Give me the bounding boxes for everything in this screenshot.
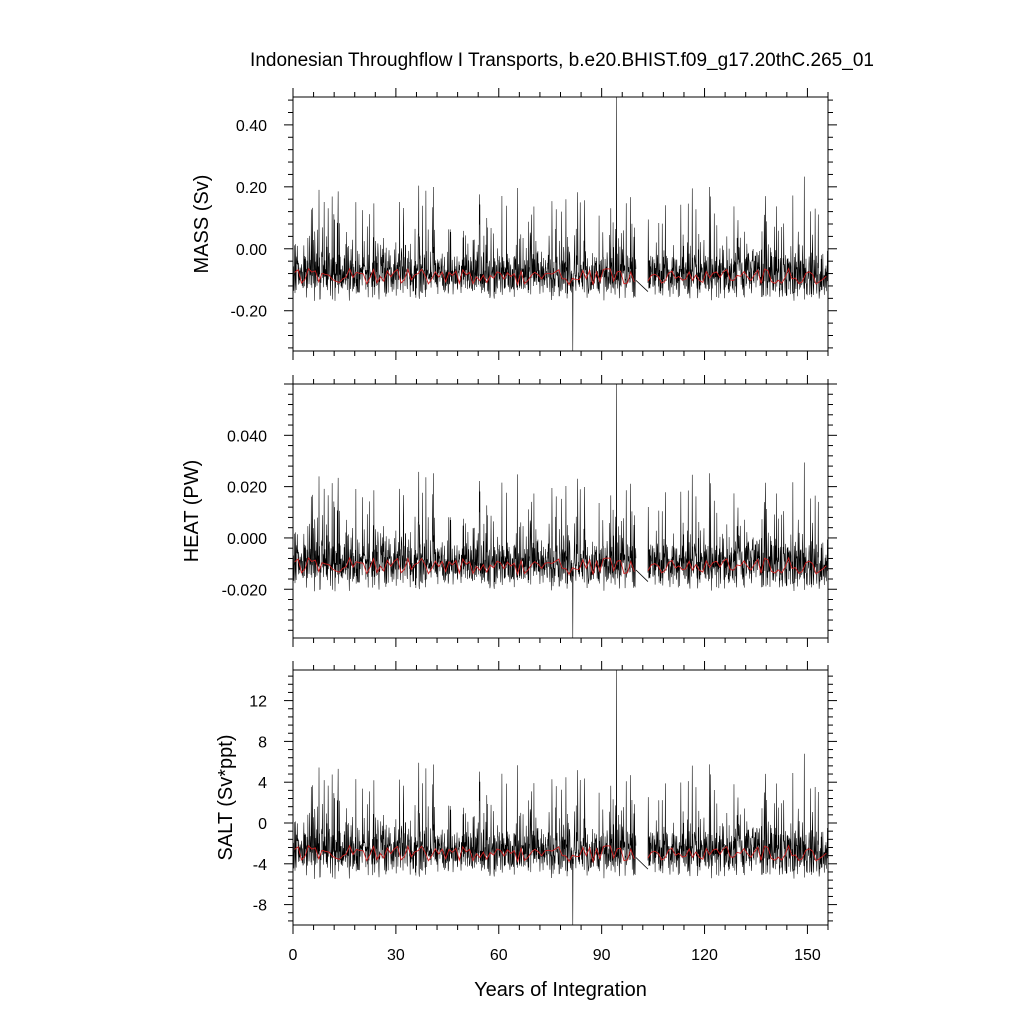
y-tick-label: 12 bbox=[249, 694, 267, 711]
y-tick-label: 4 bbox=[258, 775, 267, 792]
y-tick-label: 0.00 bbox=[236, 242, 267, 259]
y-tick-label: 0.000 bbox=[227, 531, 267, 548]
heat-gap-connector bbox=[635, 569, 649, 582]
y-tick-label: -0.020 bbox=[222, 582, 267, 599]
y-tick-label: 0 bbox=[258, 816, 267, 833]
ylabel-salt: SALT (Sv*ppt) bbox=[215, 735, 237, 861]
heat-monthly-series bbox=[293, 384, 828, 638]
y-tick-label: 0.40 bbox=[236, 118, 267, 135]
y-tick-label: -0.20 bbox=[231, 304, 268, 321]
panel-salt: 0 30 60 90 120 150 12 8 4 0 -4 -8 SALT (Sv*ppt) Years… bbox=[215, 661, 837, 1001]
ylabel-mass: MASS (Sv) bbox=[191, 175, 213, 274]
panel-mass: 0.40 0.20 0.00 -0.20 MASS (Sv) bbox=[191, 88, 837, 360]
y-tick-label: 8 bbox=[258, 734, 267, 751]
x-tick-label: 120 bbox=[691, 947, 718, 964]
x-tick-label: 30 bbox=[387, 947, 405, 964]
ylabel-heat: HEAT (PW) bbox=[181, 460, 203, 563]
mass-plot-frame bbox=[292, 96, 829, 352]
salt-annual-mean-series bbox=[294, 844, 827, 864]
salt-monthly-series bbox=[293, 670, 828, 925]
mass-monthly-series bbox=[293, 97, 828, 351]
salt-plot-frame bbox=[292, 669, 829, 926]
y-tick-label: -8 bbox=[253, 898, 267, 915]
salt-gap-connector bbox=[635, 857, 649, 870]
heat-annual-mean-series bbox=[294, 556, 827, 576]
mass-annual-mean-series bbox=[294, 267, 827, 287]
x-tick-label: 60 bbox=[490, 947, 508, 964]
x-tick-label: 0 bbox=[289, 947, 298, 964]
y-tick-label: 0.040 bbox=[227, 428, 267, 445]
chart-title: Indonesian Throughflow I Transports, b.e… bbox=[250, 50, 874, 71]
mass-gap-connector bbox=[635, 280, 649, 292]
x-tick-label: 90 bbox=[593, 947, 611, 964]
y-tick-label: 0.20 bbox=[236, 180, 267, 197]
x-tick-label: 150 bbox=[794, 947, 821, 964]
heat-plot-frame bbox=[292, 383, 829, 639]
panel-heat: 0.040 0.020 0.000 -0.020 HEAT (PW) bbox=[181, 375, 837, 647]
y-tick-label: 0.020 bbox=[227, 480, 267, 497]
y-tick-label: -4 bbox=[253, 857, 267, 874]
xlabel: Years of Integration bbox=[474, 979, 647, 1001]
